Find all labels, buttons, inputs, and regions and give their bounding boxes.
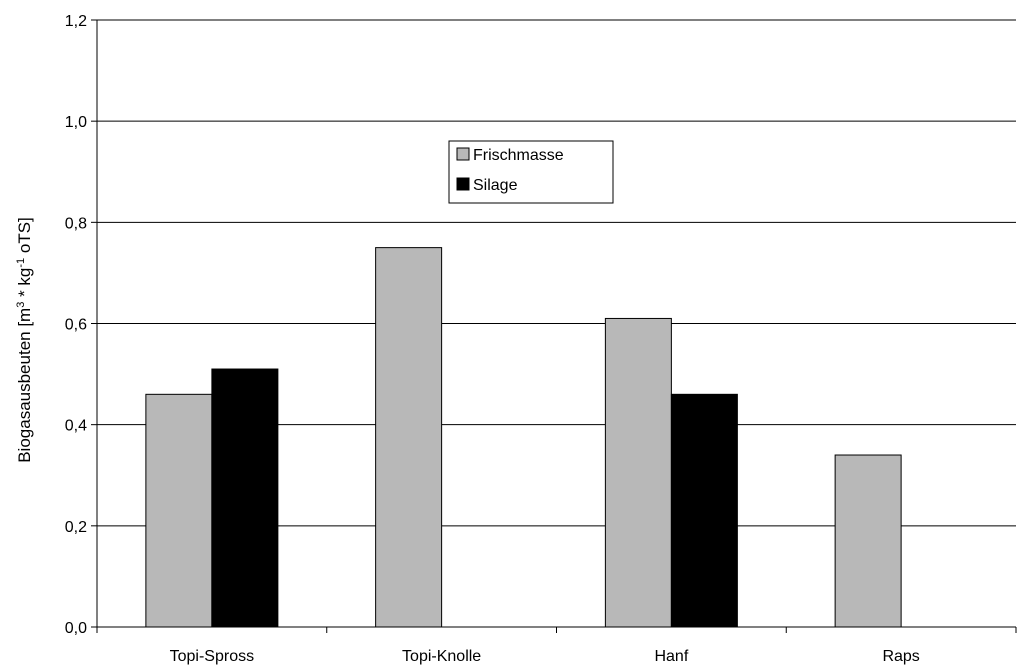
bar-frischmasse-topi-knolle [375, 247, 443, 628]
y-tick-label: 1,2 [65, 13, 87, 30]
bar-frischmasse-topi-spross [145, 393, 213, 628]
y-tick-label: 0,8 [65, 215, 87, 232]
x-tick-label: Topi-Knolle [402, 648, 481, 665]
y-tick-label: 0,2 [65, 519, 87, 536]
legend-swatch-frischmasse [456, 147, 470, 161]
y-axis-title: Biogasausbeuten [m3 * kg-1 oTS] [15, 217, 34, 463]
legend-label-silage: Silage [473, 177, 518, 194]
legend: Frischmasse Silage [448, 140, 614, 204]
bar-frischmasse-hanf [604, 317, 672, 628]
legend-label-frischmasse: Frischmasse [473, 147, 564, 164]
bar-frischmasse-raps [834, 454, 902, 628]
y-tick-label: 0,6 [65, 317, 87, 334]
x-tick-label: Hanf [654, 648, 688, 665]
legend-box [448, 140, 614, 204]
bar-silage-topi-spross [211, 368, 279, 628]
x-tick-label: Topi-Spross [170, 648, 254, 665]
legend-swatch-silage [456, 177, 470, 191]
y-tick-label: 0,0 [65, 620, 87, 637]
y-tick-label: 0,4 [65, 418, 87, 435]
x-tick-label: Raps [882, 648, 919, 665]
bar-silage-hanf [670, 393, 738, 628]
bars [145, 247, 902, 628]
y-tick-labels: 0,0 0,2 0,4 0,6 0,8 1,0 1,2 [65, 13, 97, 637]
x-tick-labels: Topi-Spross Topi-Knolle Hanf Raps [96, 627, 1017, 665]
y-tick-label: 1,0 [65, 114, 87, 131]
